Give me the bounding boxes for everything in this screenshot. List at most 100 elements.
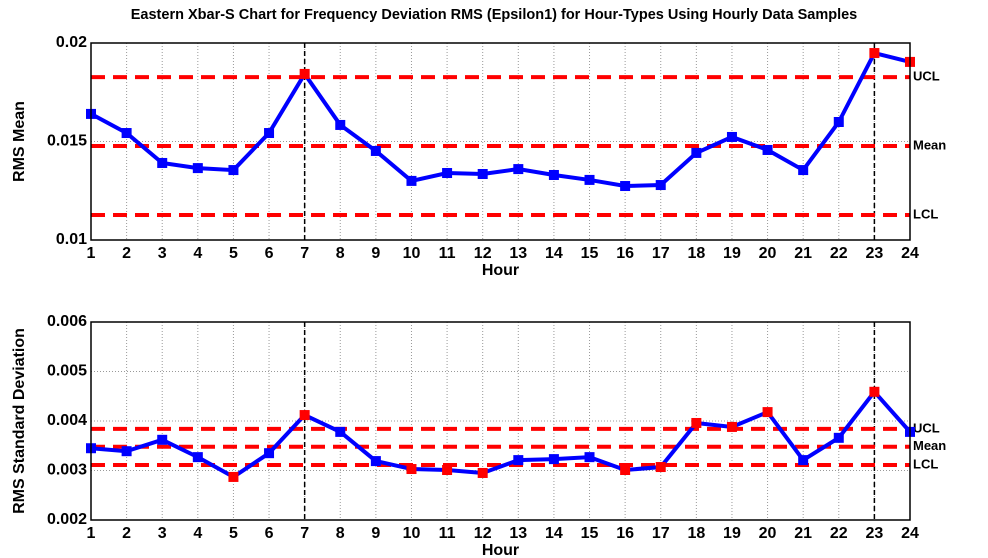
control-line-label: UCL — [913, 420, 940, 435]
x-tick-label: 15 — [581, 525, 599, 542]
x-tick-label: 23 — [865, 245, 883, 262]
data-marker — [370, 145, 381, 156]
x-tick-label: 11 — [439, 245, 456, 262]
x-axis-label: Hour — [482, 262, 519, 279]
x-tick-label: 15 — [581, 245, 599, 262]
x-tick-label: 18 — [687, 525, 705, 542]
data-marker — [121, 446, 132, 457]
data-marker — [335, 426, 346, 437]
data-marker — [228, 471, 239, 482]
data-marker — [869, 48, 880, 59]
data-marker — [157, 434, 168, 445]
x-tick-label: 3 — [158, 245, 167, 262]
x-tick-label: 22 — [830, 245, 848, 262]
x-tick-label: 12 — [474, 525, 492, 542]
x-tick-label: 11 — [439, 525, 456, 542]
data-marker — [477, 169, 488, 180]
control-line-label: UCL — [913, 69, 940, 84]
x-tick-label: 17 — [652, 245, 670, 262]
y-tick-label: 0.01 — [56, 231, 87, 248]
x-tick-label: 14 — [545, 245, 563, 262]
x-tick-label: 5 — [229, 245, 238, 262]
control-line-label: Mean — [913, 137, 946, 152]
data-marker — [833, 432, 844, 443]
y-axis-label: RMS Mean — [11, 101, 28, 182]
data-marker — [833, 116, 844, 127]
data-marker — [691, 147, 702, 158]
data-marker — [121, 128, 132, 139]
x-tick-label: 23 — [865, 525, 883, 542]
x-tick-label: 3 — [158, 525, 167, 542]
x-tick-label: 1 — [87, 525, 96, 542]
data-marker — [192, 163, 203, 174]
x-tick-label: 24 — [901, 525, 919, 542]
x-tick-label: 2 — [122, 525, 131, 542]
plot-frame — [90, 321, 911, 521]
data-marker — [691, 417, 702, 428]
x-tick-label: 22 — [830, 525, 848, 542]
x-tick-label: 19 — [723, 245, 741, 262]
x-tick-label: 1 — [87, 245, 96, 262]
data-marker — [548, 169, 559, 180]
data-marker — [798, 455, 809, 466]
x-tick-label: 13 — [509, 245, 527, 262]
x-tick-label: 12 — [474, 245, 492, 262]
x-tick-label: 17 — [652, 525, 670, 542]
x-tick-label: 9 — [371, 525, 380, 542]
x-tick-label: 20 — [759, 525, 777, 542]
x-tick-label: 8 — [336, 525, 345, 542]
data-marker — [655, 180, 666, 191]
x-tick-label: 18 — [687, 245, 705, 262]
data-marker — [798, 165, 809, 176]
data-marker — [762, 407, 773, 418]
data-marker — [584, 452, 595, 463]
data-marker — [370, 456, 381, 467]
data-marker — [264, 128, 275, 139]
x-tick-label: 8 — [336, 245, 345, 262]
x-tick-label: 5 — [229, 525, 238, 542]
y-tick-label: 0.02 — [56, 34, 87, 51]
y-tick-label: 0.002 — [47, 511, 87, 528]
data-marker — [228, 165, 239, 176]
x-tick-label: 10 — [403, 245, 421, 262]
chart-title: Eastern Xbar-S Chart for Frequency Devia… — [131, 7, 857, 23]
data-marker — [726, 421, 737, 432]
plot-frame — [90, 42, 911, 241]
data-line — [90, 50, 911, 189]
data-marker — [192, 452, 203, 463]
x-axis-label: Hour — [482, 542, 519, 558]
x-tick-label: 7 — [300, 245, 309, 262]
y-axis-label: RMS Standard Deviation — [11, 328, 28, 514]
y-tick-label: 0.003 — [47, 462, 87, 479]
x-tick-label: 9 — [371, 245, 380, 262]
x-tick-label: 24 — [901, 245, 919, 262]
data-line — [90, 388, 912, 480]
y-tick-label: 0.004 — [47, 412, 87, 429]
data-marker — [299, 410, 310, 421]
data-marker — [548, 454, 559, 465]
y-tick-label: 0.006 — [47, 313, 87, 330]
x-tick-label: 19 — [723, 525, 741, 542]
control-line-label: Mean — [913, 438, 946, 453]
data-marker — [513, 455, 524, 466]
x-tick-label: 21 — [794, 245, 812, 262]
control-line-label: LCL — [913, 456, 938, 471]
data-marker — [620, 181, 631, 192]
data-marker — [442, 168, 453, 179]
data-marker — [762, 144, 773, 155]
x-tick-label: 2 — [122, 245, 131, 262]
x-tick-label: 4 — [193, 245, 202, 262]
data-marker — [726, 131, 737, 142]
x-tick-label: 14 — [545, 525, 563, 542]
x-tick-label: 6 — [265, 525, 274, 542]
data-marker — [620, 465, 631, 476]
data-marker — [335, 119, 346, 130]
data-marker — [513, 164, 524, 175]
data-marker — [157, 157, 168, 168]
x-tick-label: 21 — [794, 525, 812, 542]
data-marker — [264, 448, 275, 459]
x-tick-label: 10 — [403, 525, 421, 542]
data-marker — [299, 68, 310, 79]
data-marker — [406, 464, 417, 475]
data-marker — [584, 174, 595, 185]
